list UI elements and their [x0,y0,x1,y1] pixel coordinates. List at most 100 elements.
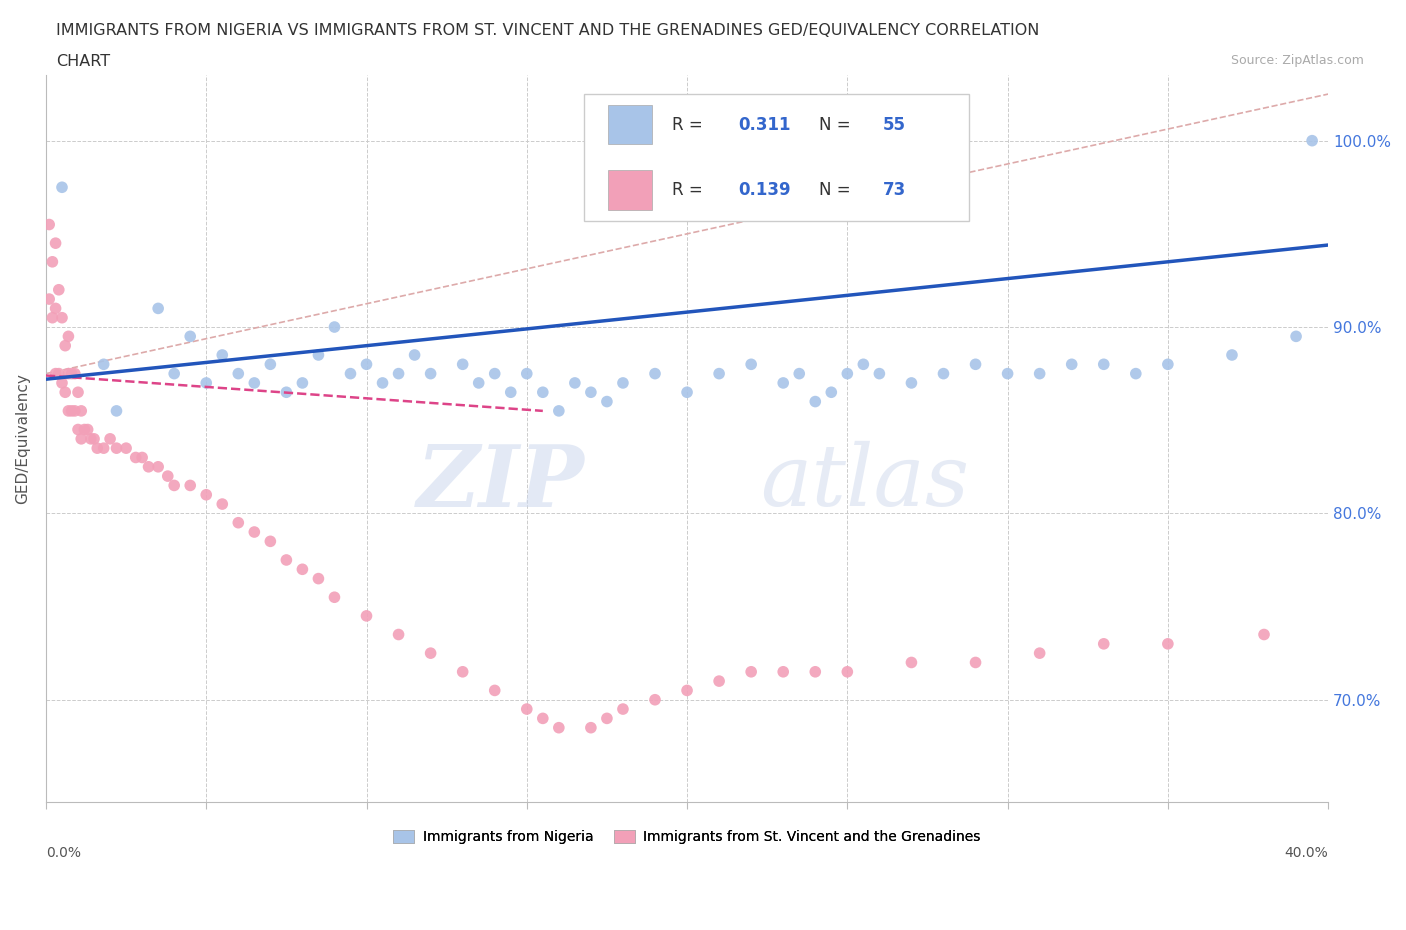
Point [965,357,987,372]
Text: 0.311: 0.311 [738,115,790,134]
Point [115,441,138,456]
Point [467,376,489,391]
Point [38,217,60,232]
Point [804,664,827,679]
Point [105,441,128,456]
Text: CHART: CHART [56,54,110,69]
Point [58,366,80,381]
Point [259,534,281,549]
Point [276,552,298,567]
FancyBboxPatch shape [585,94,969,220]
Point [371,376,394,391]
Point [307,348,329,363]
Point [243,376,266,391]
Point [740,357,762,372]
Point [41,311,63,325]
Point [547,720,569,735]
Text: ZIP: ZIP [416,441,585,525]
Point [1125,366,1147,381]
Point [932,366,955,381]
Point [73,422,96,437]
Point [837,664,859,679]
FancyBboxPatch shape [607,104,652,144]
Point [451,664,474,679]
Point [531,711,554,725]
Point [51,179,73,194]
Text: 73: 73 [883,181,907,199]
Point [612,376,634,391]
Point [211,348,233,363]
Point [516,701,538,716]
Point [531,385,554,400]
Point [387,366,409,381]
Point [66,385,89,400]
Point [339,366,361,381]
Point [70,432,93,446]
Point [291,376,314,391]
Point [772,664,794,679]
Point [837,366,859,381]
Point [63,366,86,381]
Point [58,329,80,344]
Point [1028,366,1050,381]
Point [163,478,186,493]
Point [644,366,666,381]
Text: atlas: atlas [761,441,969,524]
Point [820,385,842,400]
Point [146,301,169,316]
Point [772,376,794,391]
Point [644,692,666,707]
Point [612,701,634,716]
Point [125,450,148,465]
Point [804,394,827,409]
Point [76,422,98,437]
Point [195,487,218,502]
Point [596,394,619,409]
Point [1028,645,1050,660]
Point [676,385,699,400]
Text: N =: N = [820,115,856,134]
Point [51,311,73,325]
Point [516,366,538,381]
Text: N =: N = [820,181,856,199]
Point [707,673,730,688]
Point [387,627,409,642]
Point [1301,133,1323,148]
Point [852,357,875,372]
Point [259,357,281,372]
Point [48,283,70,298]
Point [997,366,1019,381]
Point [596,711,619,725]
Y-axis label: GED/Equivalency: GED/Equivalency [15,374,30,504]
Point [900,376,922,391]
Point [484,683,506,698]
Point [484,366,506,381]
Point [38,292,60,307]
Point [83,432,105,446]
Point [740,664,762,679]
Point [579,720,602,735]
Point [1060,357,1083,372]
Point [1092,636,1115,651]
Point [179,329,201,344]
Text: Source: ZipAtlas.com: Source: ZipAtlas.com [1230,54,1364,67]
FancyBboxPatch shape [607,170,652,210]
Point [156,469,179,484]
Point [564,376,586,391]
Point [53,385,76,400]
Point [323,590,346,604]
Point [1220,348,1243,363]
Text: 40.0%: 40.0% [1285,846,1329,860]
Point [276,385,298,400]
Point [1157,357,1180,372]
Point [226,366,249,381]
Point [163,366,186,381]
Point [70,404,93,418]
Point [146,459,169,474]
Point [547,404,569,418]
Point [356,608,378,623]
Text: R =: R = [672,115,707,134]
Point [66,422,89,437]
Point [707,366,730,381]
Point [45,301,67,316]
